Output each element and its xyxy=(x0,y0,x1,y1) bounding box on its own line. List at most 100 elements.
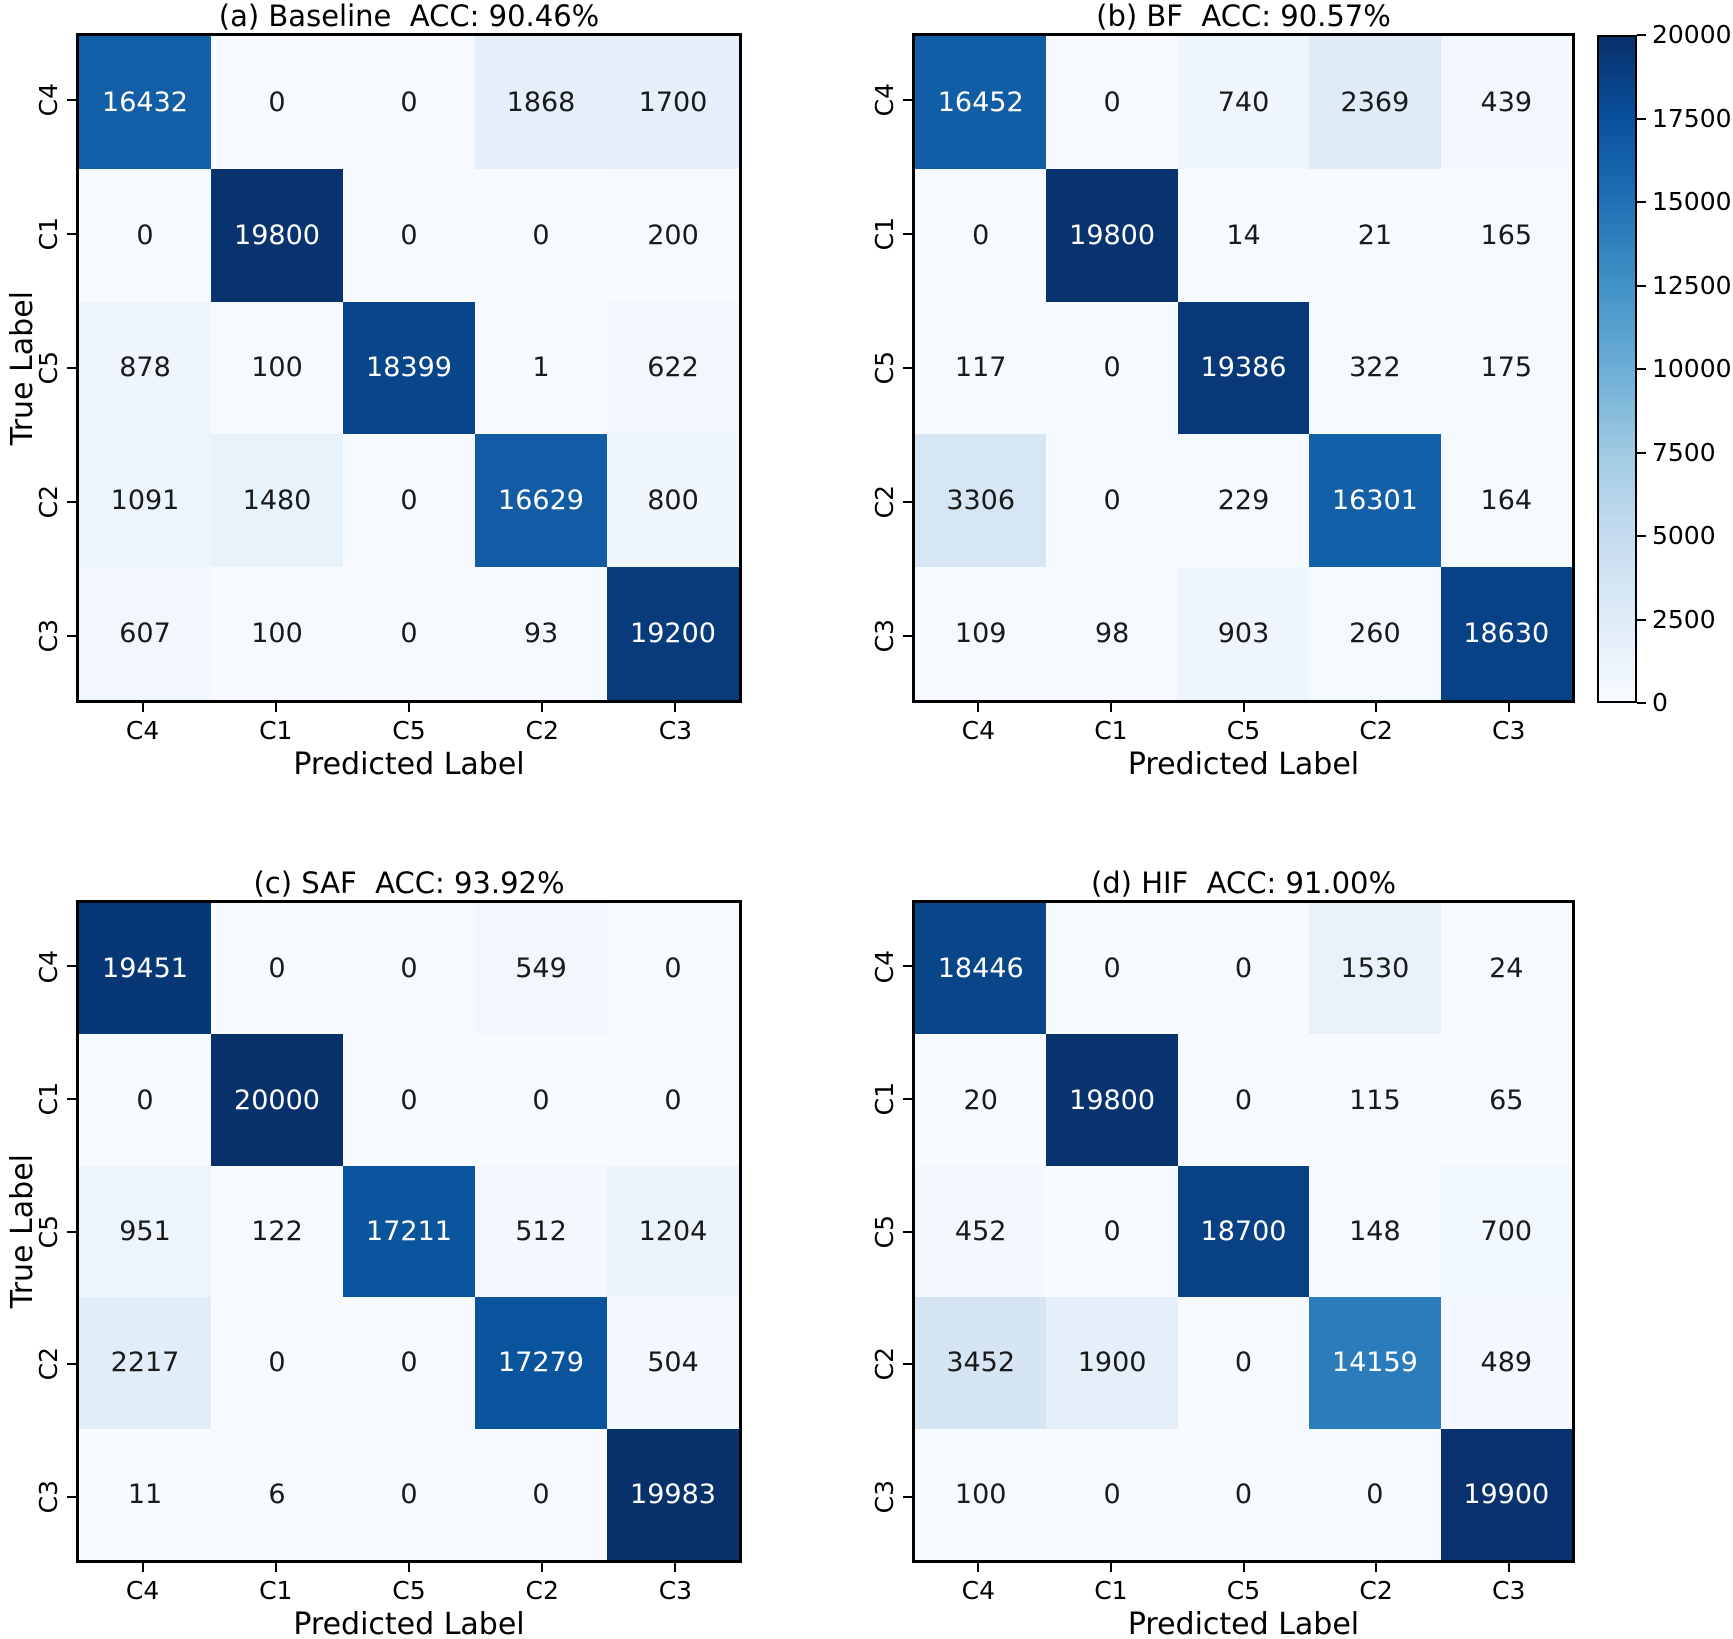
heatmap-cell: 19983 xyxy=(607,1428,739,1560)
y-tick-label: C5 xyxy=(863,1165,899,1298)
x-tick-mark xyxy=(541,703,544,712)
x-tick-mark xyxy=(274,1563,277,1572)
heatmap-cell: 93 xyxy=(475,567,607,700)
heatmap-cell: 165 xyxy=(1440,168,1572,302)
heatmap-cell: 0 xyxy=(211,36,343,169)
y-tick-mark xyxy=(67,233,76,235)
x-tick-label: C4 xyxy=(961,1576,995,1605)
y-tick-label-text: C5 xyxy=(870,1214,899,1249)
heatmap-cell: 700 xyxy=(1440,1165,1572,1298)
heatmap-cell: 100 xyxy=(211,301,343,435)
heatmap-cell: 0 xyxy=(1046,1428,1178,1560)
x-tick-label: C1 xyxy=(259,716,293,745)
y-tick-label: C2 xyxy=(863,1298,899,1431)
x-tick-label: C2 xyxy=(1359,716,1393,745)
heatmap-cell: 19386 xyxy=(1177,301,1310,435)
heatmap-cell: 951 xyxy=(79,1165,211,1298)
heatmap-cell: 0 xyxy=(343,1297,475,1429)
heatmap-cell: 19800 xyxy=(211,168,343,302)
colorbar-tick-label: 10000 xyxy=(1652,354,1732,383)
heatmap-cell: 0 xyxy=(211,1297,343,1429)
heatmap-cell: 1480 xyxy=(211,434,343,568)
y-tick-mark xyxy=(67,501,76,503)
heatmap-cell: 0 xyxy=(343,36,475,169)
heatmap-cell: 1091 xyxy=(79,434,211,568)
heatmap-cell: 65 xyxy=(1440,1034,1572,1166)
heatmap-cell: 109 xyxy=(915,567,1047,700)
colorbar-tick-label: 20000 xyxy=(1652,20,1732,49)
y-tick-mark xyxy=(903,1495,912,1498)
heatmap-cell: 14 xyxy=(1177,168,1310,302)
heatmap-cell: 2369 xyxy=(1309,36,1441,169)
heatmap-cell: 0 xyxy=(343,1034,475,1166)
panel-b-title: (b) BF ACC: 90.57% xyxy=(1096,0,1391,33)
x-axis-label: Predicted Label xyxy=(1127,747,1360,782)
heatmap-cell: 0 xyxy=(1177,903,1310,1035)
x-tick-label: C5 xyxy=(1226,716,1261,745)
heatmap-cell: 452 xyxy=(915,1165,1047,1298)
x-tick-label: C5 xyxy=(1226,1576,1261,1605)
panel-a-title: (a) Baseline ACC: 90.46% xyxy=(218,0,600,33)
heatmap-cell: 16301 xyxy=(1309,434,1441,568)
y-tick-mark xyxy=(67,1363,76,1366)
y-tick-mark xyxy=(903,1097,912,1100)
colorbar-tick-label: 17500 xyxy=(1652,103,1732,133)
heatmap-cell: 489 xyxy=(1440,1297,1572,1429)
heatmap-cell: 1 xyxy=(475,301,607,435)
colorbar-tick-mark xyxy=(1637,702,1646,704)
y-tick-label: C4 xyxy=(863,900,899,1033)
heatmap-cell: 100 xyxy=(211,567,343,700)
heatmap-cell: 3306 xyxy=(915,434,1047,568)
y-axis-label: True Label xyxy=(4,900,40,1563)
x-tick-mark xyxy=(408,1563,410,1572)
heatmap-cell: 0 xyxy=(1177,1034,1310,1166)
heatmap-cell: 740 xyxy=(1177,36,1310,169)
heatmap-cell: 549 xyxy=(475,903,607,1035)
heatmap-cell: 20 xyxy=(915,1034,1047,1166)
heatmap-cell: 18399 xyxy=(343,301,475,435)
x-tick-label: C3 xyxy=(658,716,693,745)
heatmap-cell: 0 xyxy=(211,903,343,1035)
x-axis-label: Predicted Label xyxy=(1127,1607,1360,1639)
x-tick-mark xyxy=(1242,703,1245,712)
heatmap-cell: 1204 xyxy=(607,1165,739,1298)
heatmap-cell: 117 xyxy=(915,301,1047,435)
x-tick-mark xyxy=(1242,1563,1245,1572)
heatmap-cell: 1868 xyxy=(475,36,607,169)
heatmap-cell: 0 xyxy=(1309,1428,1441,1560)
y-tick-label: C3 xyxy=(863,569,899,703)
heatmap-cell: 115 xyxy=(1309,1034,1441,1166)
y-tick-mark xyxy=(903,501,912,503)
panel-c-heatmap: 19451 0 0 549 0 0 20000 0 0 0 951 122 17211 512 1204 22… xyxy=(76,900,742,1563)
colorbar xyxy=(1597,35,1637,703)
heatmap-cell: 0 xyxy=(343,434,475,568)
heatmap-cell: 122 xyxy=(211,1165,343,1298)
heatmap-cell: 3452 xyxy=(915,1297,1047,1429)
y-tick-label-text: C2 xyxy=(870,1347,899,1381)
y-axis-label-text: True Label xyxy=(4,290,40,446)
y-tick-mark xyxy=(67,367,76,369)
heatmap-cell: 17211 xyxy=(343,1165,475,1298)
heatmap-cell: 19800 xyxy=(1046,1034,1178,1166)
x-tick-mark xyxy=(141,1563,144,1572)
y-tick-label: C2 xyxy=(863,435,899,569)
heatmap-cell: 19200 xyxy=(607,567,739,700)
colorbar-tick-label: 2500 xyxy=(1652,604,1716,634)
x-tick-mark xyxy=(541,1563,544,1572)
heatmap-cell: 11 xyxy=(79,1428,211,1560)
y-tick-mark xyxy=(903,233,912,235)
y-tick-label: C4 xyxy=(863,33,899,167)
panel-c-title: (c) SAF ACC: 93.92% xyxy=(253,866,565,900)
x-tick-mark xyxy=(274,703,277,712)
heatmap-cell: 16432 xyxy=(79,36,211,169)
x-tick-mark xyxy=(1109,703,1112,712)
y-tick-label-text: C2 xyxy=(870,485,899,519)
heatmap-cell: 19900 xyxy=(1440,1428,1572,1560)
heatmap-cell: 200 xyxy=(607,168,739,302)
y-axis-label: True Label xyxy=(4,33,40,703)
heatmap-cell: 878 xyxy=(79,301,211,435)
y-tick-label-text: C1 xyxy=(870,1082,899,1116)
x-tick-label: C3 xyxy=(658,1576,693,1605)
heatmap-cell: 1530 xyxy=(1309,903,1441,1035)
x-tick-mark xyxy=(1507,1563,1510,1572)
